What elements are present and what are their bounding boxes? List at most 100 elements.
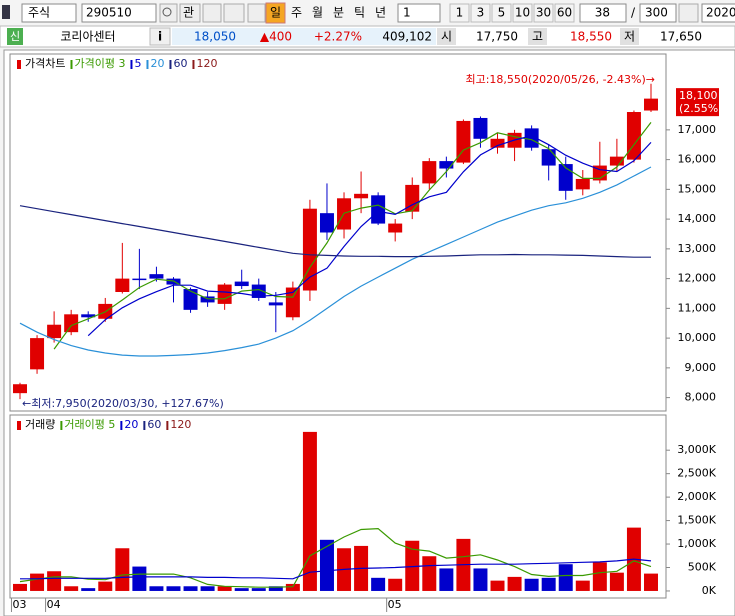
volume-bar <box>166 586 181 591</box>
volume-bar <box>81 588 96 591</box>
count: 38 <box>595 6 610 20</box>
volume-bar <box>132 566 147 591</box>
y-tick-label: 16,000 <box>678 153 717 166</box>
candle-body <box>183 289 198 310</box>
legend-swatch <box>130 60 133 69</box>
volume-bar <box>149 586 164 591</box>
legend-entry: 120 <box>196 57 217 70</box>
candle-body <box>439 161 454 169</box>
period-button[interactable]: 틱 <box>354 6 365 20</box>
y-tick-label: 9,000 <box>685 361 717 374</box>
open-label-bg <box>437 28 456 45</box>
date-input[interactable] <box>701 3 735 23</box>
legend-title: 거래량 <box>25 418 55 431</box>
y-tick-label: 2,500K <box>677 467 716 480</box>
info: i <box>158 30 162 44</box>
toolbar-grip <box>2 5 10 19</box>
price-cells-bg <box>172 28 436 45</box>
settings-button[interactable] <box>247 3 266 23</box>
period-button[interactable]: 일 <box>270 6 281 20</box>
candle-body <box>456 120 471 163</box>
interval-button[interactable]: 5 <box>498 6 506 20</box>
legend-swatch <box>60 421 63 430</box>
period-button[interactable]: 년 <box>375 6 386 20</box>
candle-body <box>319 213 334 233</box>
watch: 관 <box>183 6 194 20</box>
legend-entry: 20 <box>124 418 138 431</box>
candle-body <box>490 138 505 148</box>
y-tick-label: 13,000 <box>678 242 717 255</box>
price-change: ▲400 <box>260 30 292 44</box>
candle-body <box>302 208 317 291</box>
high-label-bg <box>528 28 547 45</box>
legend-swatch <box>166 421 169 430</box>
volume-bar <box>473 568 488 591</box>
total-input[interactable] <box>639 3 677 23</box>
unit-select[interactable] <box>397 3 441 23</box>
y-tick-label: 14,000 <box>678 212 717 225</box>
y-tick-label: 11,000 <box>678 301 717 314</box>
low-price: 17,650 <box>660 30 702 44</box>
volume-bar <box>47 571 62 591</box>
x-tick-label: 04 <box>47 598 61 611</box>
link-button[interactable] <box>202 3 222 23</box>
info-button[interactable] <box>149 27 171 46</box>
high-price: 18,550 <box>570 30 612 44</box>
code-input[interactable] <box>81 3 157 23</box>
legend-swatch <box>17 60 21 69</box>
candle-body <box>524 128 539 148</box>
y-tick-label: 1,500K <box>677 514 716 527</box>
unit: 1 <box>403 6 411 20</box>
current-price: 18,050 <box>194 30 236 44</box>
candle-body <box>47 324 62 339</box>
chart-area <box>3 49 735 616</box>
volume-bar <box>217 586 232 591</box>
candle-body <box>268 302 283 306</box>
volume-bar <box>268 586 283 591</box>
y-tick-label: 8,000 <box>685 391 717 404</box>
interval-button[interactable]: 30 <box>536 6 551 20</box>
period-button[interactable]: 분 <box>333 6 344 20</box>
market-select[interactable] <box>21 3 77 23</box>
interval-bg <box>491 3 512 23</box>
updown-button[interactable] <box>223 3 245 23</box>
candle-body <box>609 156 624 166</box>
legend-entry: 가격이평 3 <box>74 57 125 70</box>
interval-button[interactable]: 60 <box>557 6 572 20</box>
candle-body <box>422 161 437 184</box>
candle-body <box>251 284 266 298</box>
last-price: 18,100 <box>679 89 718 102</box>
interval-button[interactable]: 3 <box>477 6 485 20</box>
low-label-bg <box>620 28 639 45</box>
period-button[interactable]: 주 <box>291 6 302 20</box>
y-tick-label: 3,000K <box>677 443 716 456</box>
moving-average <box>19 205 651 258</box>
watch-button[interactable] <box>179 3 201 23</box>
moving-average <box>20 558 652 580</box>
period-button[interactable]: 월 <box>312 6 323 20</box>
volume-bar <box>183 586 198 591</box>
moving-average <box>53 122 652 350</box>
candle-body <box>13 384 27 394</box>
y-tick-label: 2,000K <box>677 490 716 503</box>
low-annotation: ←최저:7,950(2020/03/30, +127.67%) <box>22 397 224 410</box>
search-button[interactable] <box>159 3 178 23</box>
legend-entry: 거래이평 5 <box>64 418 115 431</box>
count-input[interactable] <box>579 3 627 23</box>
volume-bar <box>371 577 386 591</box>
legend-swatch <box>17 421 21 430</box>
badge: 신 <box>10 30 20 43</box>
volume: 409,102 <box>382 30 432 44</box>
candle-body <box>575 178 590 190</box>
volume-bar <box>541 577 556 591</box>
info-bar: 신 코리아센터 i 18,050 ▲400 +2.27% 409,102 시 1… <box>0 25 735 48</box>
legend-swatch <box>143 421 146 430</box>
interval-button[interactable]: 10 <box>515 6 530 20</box>
legend-entry: 5 <box>134 57 141 70</box>
interval-button[interactable]: 1 <box>456 6 464 20</box>
volume-bar <box>490 580 505 591</box>
volume-bar <box>405 540 420 591</box>
volume-bar <box>388 578 403 591</box>
grid-button[interactable] <box>678 3 699 23</box>
period-selected[interactable] <box>265 2 286 24</box>
